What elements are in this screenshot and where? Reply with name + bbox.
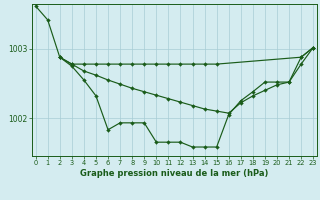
X-axis label: Graphe pression niveau de la mer (hPa): Graphe pression niveau de la mer (hPa) (80, 169, 268, 178)
